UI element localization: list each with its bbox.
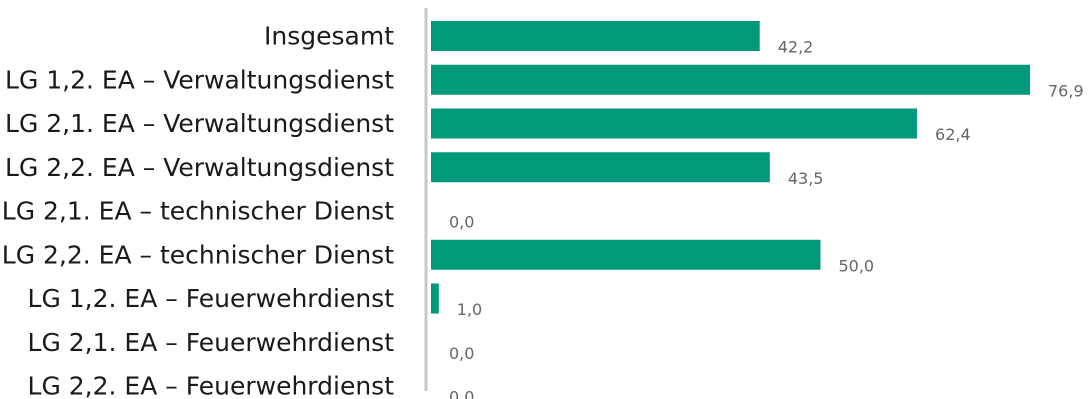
category-label: LG 2,1. EA – Verwaltungsdienst	[5, 109, 394, 138]
value-label: 0,0	[449, 213, 474, 232]
category-label: LG 2,2. EA – Verwaltungsdienst	[5, 153, 394, 182]
value-label: 62,4	[935, 125, 971, 144]
value-label: 0,0	[449, 344, 474, 363]
value-label: 0,0	[449, 388, 474, 399]
category-label: LG 1,2. EA – Feuerwehrdienst	[28, 284, 395, 313]
category-label: LG 1,2. EA – Verwaltungsdienst	[5, 65, 394, 94]
value-label: 50,0	[838, 256, 874, 275]
value-label: 42,2	[778, 38, 814, 57]
category-label: LG 2,1. EA – Feuerwehrdienst	[28, 328, 395, 357]
bar	[431, 152, 770, 183]
category-label: LG 2,2. EA – technischer Dienst	[2, 240, 394, 269]
bar	[431, 64, 1030, 95]
bar	[431, 108, 918, 139]
category-label: LG 2,2. EA – Feuerwehrdienst	[28, 372, 395, 399]
value-labels: 42,2 76,9 62,4 43,5 0,0 50,0 1,0 0,0 0,0	[449, 38, 1084, 399]
bar	[431, 21, 760, 51]
category-labels: Insgesamt LG 1,2. EA – Verwaltungsdienst L…	[2, 22, 394, 399]
bars	[431, 21, 1030, 314]
value-label: 76,9	[1048, 81, 1084, 100]
category-label: Insgesamt	[264, 22, 394, 51]
value-label: 43,5	[788, 169, 824, 188]
bar	[431, 283, 439, 314]
bar	[431, 239, 821, 270]
category-label: LG 2,1. EA – technischer Dienst	[2, 197, 394, 226]
value-label: 1,0	[457, 300, 482, 319]
